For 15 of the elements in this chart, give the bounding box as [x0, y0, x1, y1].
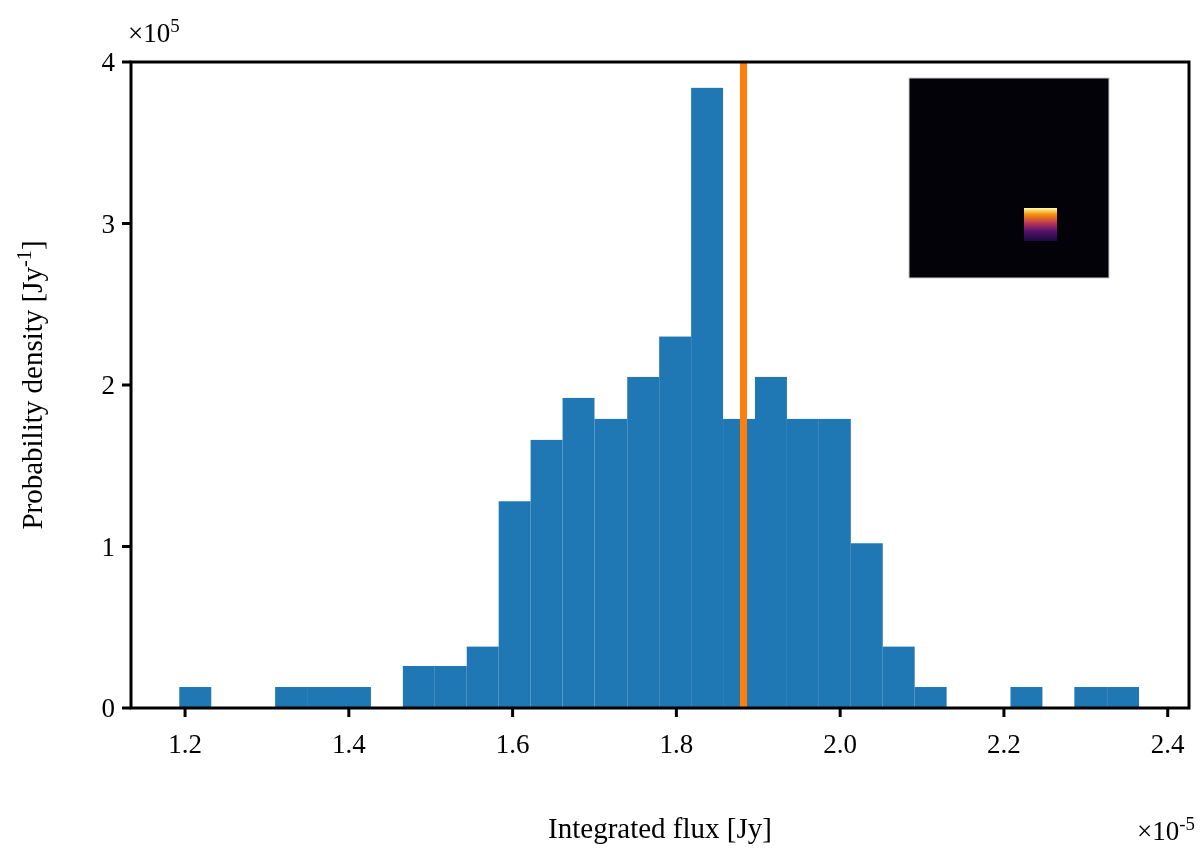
x-tick-label: 2.2: [987, 729, 1021, 759]
x-tick-label: 2.4: [1150, 729, 1186, 759]
y-tick-label: 0: [101, 693, 115, 723]
y-tick-label: 2: [101, 370, 115, 400]
x-tick-label: 1.6: [495, 729, 530, 759]
y-tick-label: 1: [101, 531, 115, 562]
x-tick-label: 2.0: [823, 729, 858, 759]
text: ×10$^{5}$: [128, 14, 180, 48]
y-tick-label: 3: [101, 208, 115, 239]
x-tick-label: 1.2: [168, 729, 202, 759]
x-tick-label: 1.4: [331, 729, 367, 759]
y-tick-label: 4: [101, 47, 116, 77]
text: ×10$^{-5}$: [1137, 812, 1195, 846]
x-tick-label: 1.8: [659, 729, 694, 759]
x-axis-title: Integrated flux [Jy]: [548, 812, 772, 844]
